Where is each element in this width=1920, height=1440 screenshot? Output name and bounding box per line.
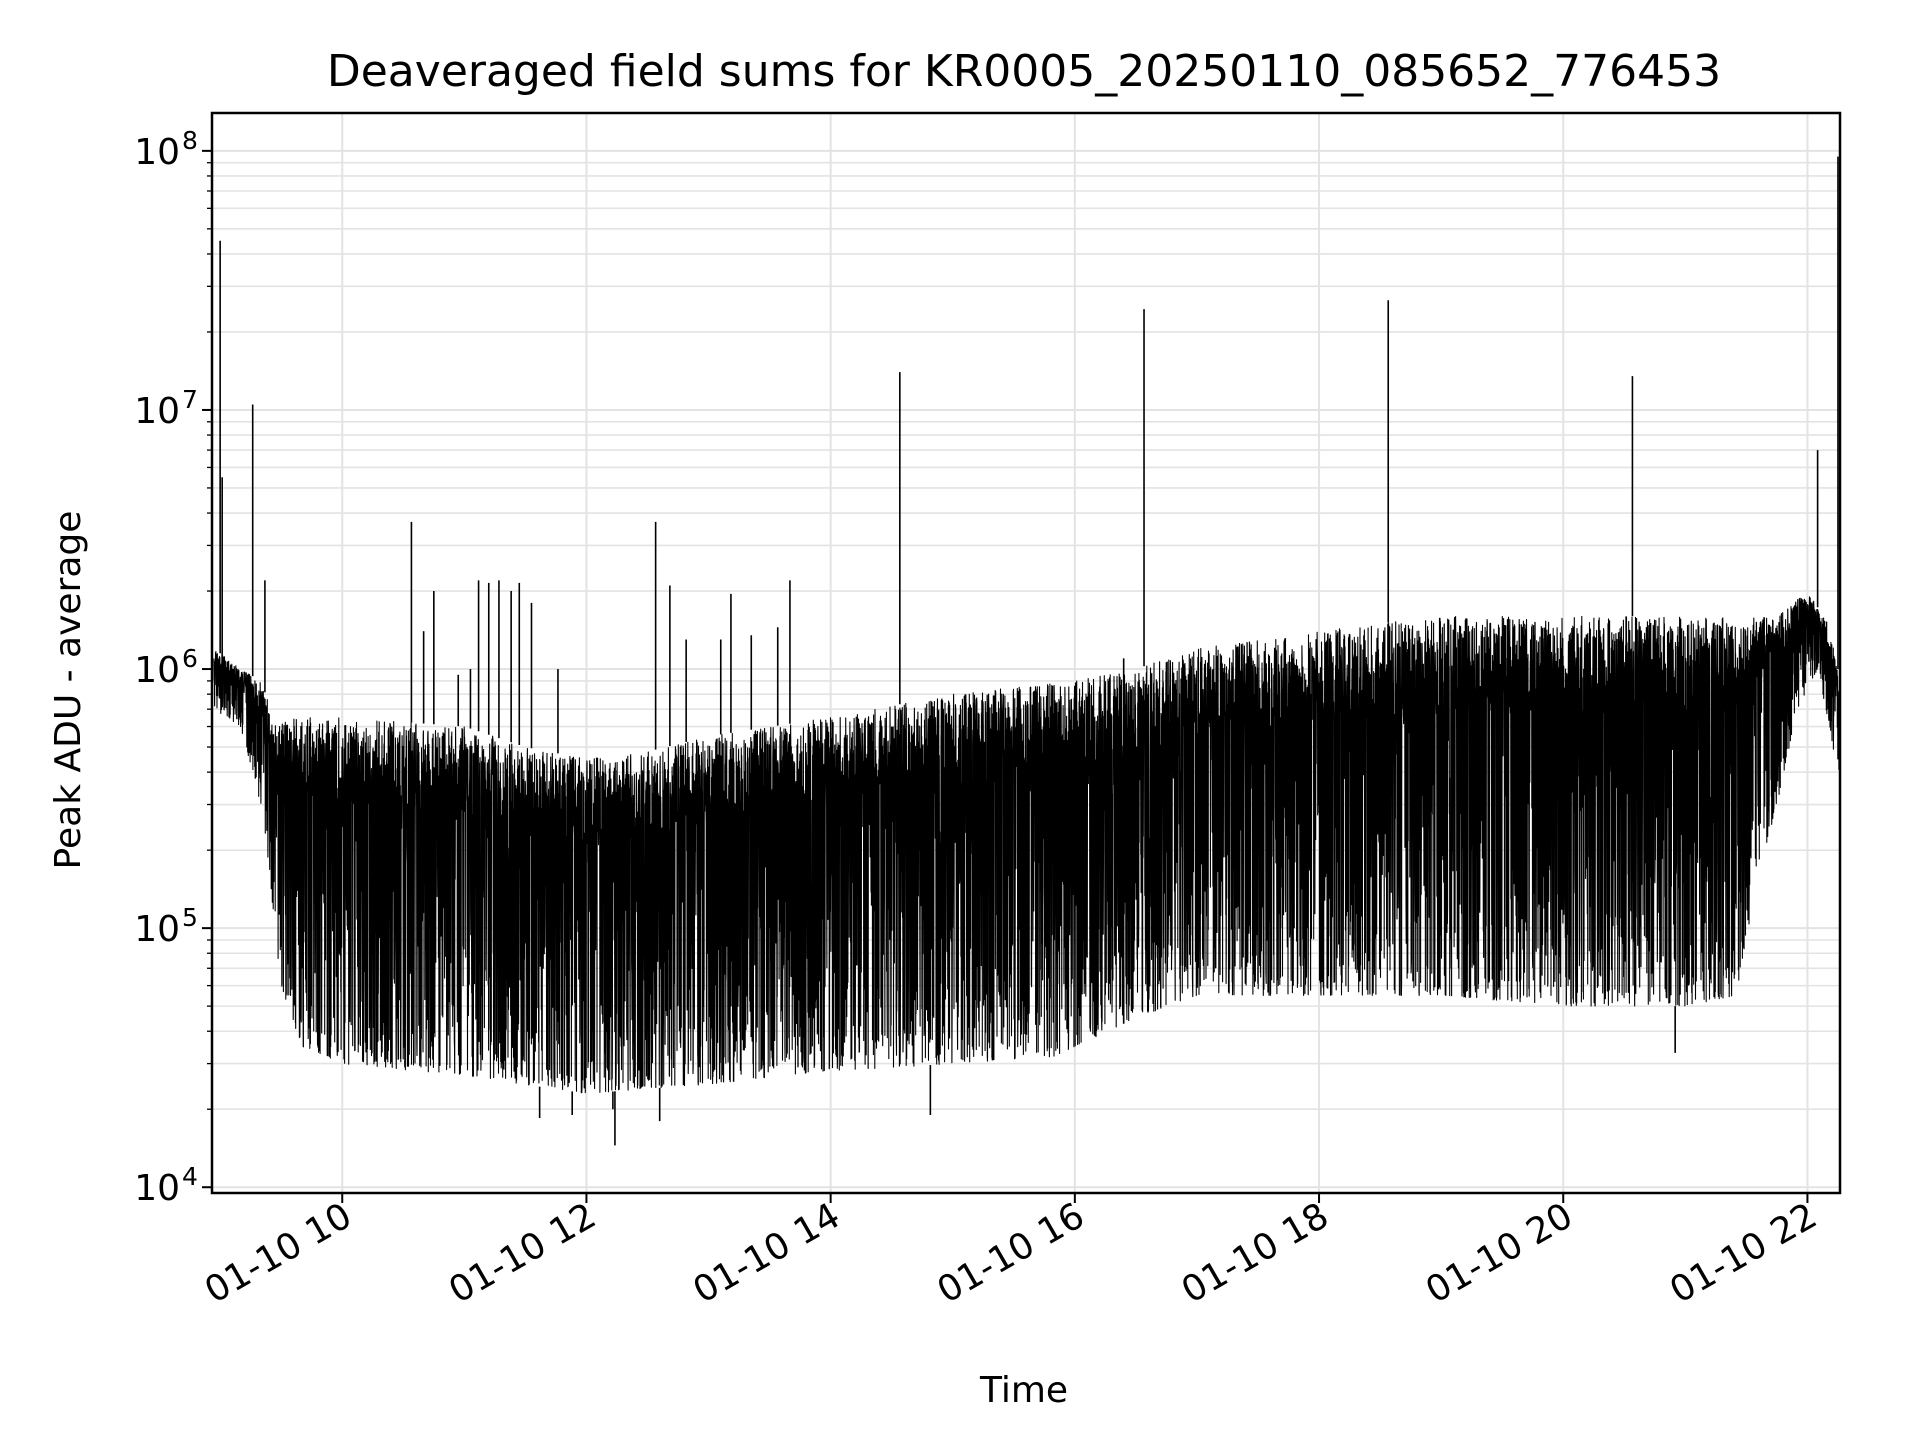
y-tick-label: 10 (134, 391, 180, 432)
chart-title: Deaveraged field sums for KR0005_2025011… (327, 46, 1721, 97)
series-line-group (213, 156, 1840, 1146)
y-tick-exponent: 5 (182, 903, 198, 932)
x-axis-label: Time (979, 1370, 1068, 1411)
y-tick-label: 10 (134, 650, 180, 691)
y-tick-label: 10 (134, 132, 180, 173)
y-tick-exponent: 6 (182, 644, 198, 673)
plot-frame (210, 111, 1842, 1195)
y-tick-exponent: 7 (182, 385, 198, 414)
y-tick-exponent: 8 (182, 126, 198, 155)
y-axis-label: Peak ADU - average (48, 511, 89, 870)
y-tick-exponent: 4 (182, 1162, 198, 1191)
y-tick-label: 10 (134, 1168, 180, 1209)
series-line (213, 596, 1840, 1094)
y-tick-label: 10 (134, 909, 180, 950)
